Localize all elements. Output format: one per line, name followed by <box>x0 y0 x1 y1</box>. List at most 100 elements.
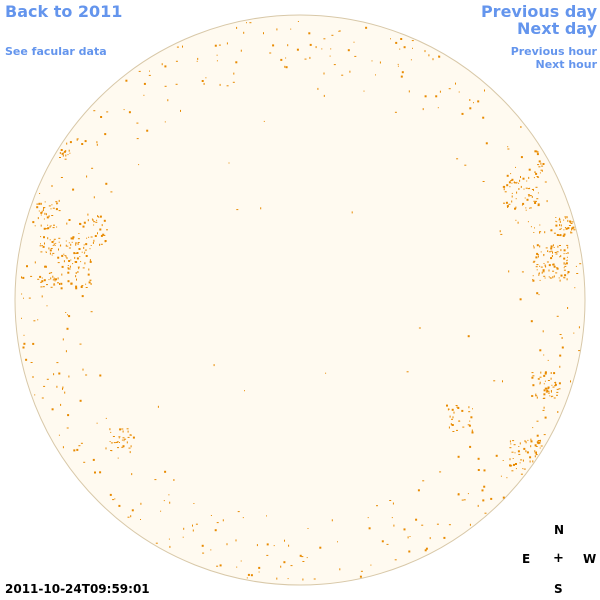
facula-speck <box>522 468 524 470</box>
facula-speck <box>509 186 511 188</box>
facula-speck <box>536 264 539 266</box>
facula-speck <box>548 251 551 253</box>
facula-speck <box>44 242 45 245</box>
facula-speck <box>66 257 68 260</box>
facula-speck <box>448 88 451 90</box>
facula-speck <box>484 512 487 514</box>
facula-speck <box>506 205 509 208</box>
facula-speck <box>424 50 426 53</box>
facula-speck <box>41 277 43 279</box>
facula-speck <box>329 55 331 57</box>
facula-speck <box>53 277 55 280</box>
previous-day-link[interactable]: Previous day <box>480 2 597 21</box>
facula-speck <box>359 575 362 578</box>
facula-speck <box>556 267 558 269</box>
facula-speck <box>458 493 460 495</box>
facula-speck <box>67 280 70 283</box>
facula-speck <box>288 544 290 547</box>
facula-speck <box>515 182 518 184</box>
facula-speck <box>424 549 427 552</box>
facula-speck <box>375 74 376 76</box>
facula-speck <box>51 254 53 256</box>
facula-speck <box>60 287 63 290</box>
facula-speck <box>59 283 60 285</box>
facula-speck <box>558 219 561 221</box>
facula-speck <box>296 48 299 51</box>
facula-speck <box>532 275 534 277</box>
facula-speck <box>390 38 391 40</box>
compass-north-label: N <box>554 523 565 537</box>
facula-speck <box>506 174 509 177</box>
facula-speck <box>21 276 22 279</box>
facula-speck <box>403 46 406 49</box>
facula-speck <box>30 275 33 277</box>
facula-speck <box>529 456 532 459</box>
facula-speck <box>243 31 245 34</box>
facula-speck <box>53 240 55 242</box>
facula-speck <box>544 277 546 279</box>
facula-speck <box>539 231 541 234</box>
facula-speck <box>183 527 185 530</box>
facula-speck <box>203 82 205 85</box>
facula-speck <box>559 234 562 237</box>
facula-speck <box>537 378 540 380</box>
facula-speck <box>68 315 71 318</box>
facula-speck <box>49 272 52 274</box>
facula-speck <box>552 270 555 272</box>
facula-speck <box>280 565 282 568</box>
facula-speck <box>503 202 505 204</box>
facula-speck <box>43 227 46 230</box>
facula-speck <box>168 494 170 496</box>
facula-speck <box>570 380 571 383</box>
facula-speck <box>539 383 541 385</box>
see-facular-data-link[interactable]: See facular data <box>5 45 107 58</box>
facula-speck <box>536 420 539 422</box>
facula-speck <box>482 181 485 182</box>
facula-speck <box>103 234 106 236</box>
facula-speck <box>266 515 267 517</box>
observation-timestamp: 2011-10-24T09:59:01 <box>5 582 150 596</box>
facula-speck <box>307 528 309 529</box>
facula-speck <box>216 60 218 62</box>
facula-speck <box>560 224 562 227</box>
facula-speck <box>80 223 82 226</box>
facula-speck <box>321 48 323 50</box>
facula-speck <box>284 539 285 542</box>
facula-speck <box>542 271 545 273</box>
solar-disk <box>14 14 586 586</box>
facula-speck <box>539 447 541 449</box>
back-to-year-link[interactable]: Back to 2011 <box>5 2 123 21</box>
facula-speck <box>574 287 576 289</box>
facula-speck <box>415 518 418 521</box>
next-day-link[interactable]: Next day <box>517 19 597 38</box>
facula-speck <box>339 568 341 571</box>
previous-hour-link[interactable]: Previous hour <box>510 45 597 58</box>
facula-speck <box>82 225 85 228</box>
facula-speck <box>302 561 305 562</box>
next-hour-link[interactable]: Next hour <box>535 58 598 71</box>
facula-speck <box>77 243 79 245</box>
facula-speck <box>513 463 515 466</box>
facula-speck <box>110 442 113 444</box>
facula-speck <box>48 273 50 274</box>
facula-speck <box>45 228 47 230</box>
facula-speck <box>528 168 531 171</box>
facula-speck <box>354 55 357 57</box>
facula-speck <box>439 90 441 93</box>
facula-speck <box>106 111 109 113</box>
facula-speck <box>260 207 262 210</box>
facula-speck <box>50 208 52 210</box>
facula-speck <box>520 459 523 461</box>
facula-speck <box>228 162 230 164</box>
facula-speck <box>519 179 521 182</box>
facula-speck <box>564 265 567 267</box>
facula-speck <box>34 261 36 264</box>
facula-speck <box>429 537 431 540</box>
facula-speck <box>351 211 353 214</box>
facula-speck <box>518 182 520 184</box>
facula-speck <box>545 265 547 268</box>
facula-speck <box>236 26 238 29</box>
facula-speck <box>287 44 289 47</box>
facula-speck <box>124 438 127 440</box>
facula-speck <box>530 445 532 448</box>
